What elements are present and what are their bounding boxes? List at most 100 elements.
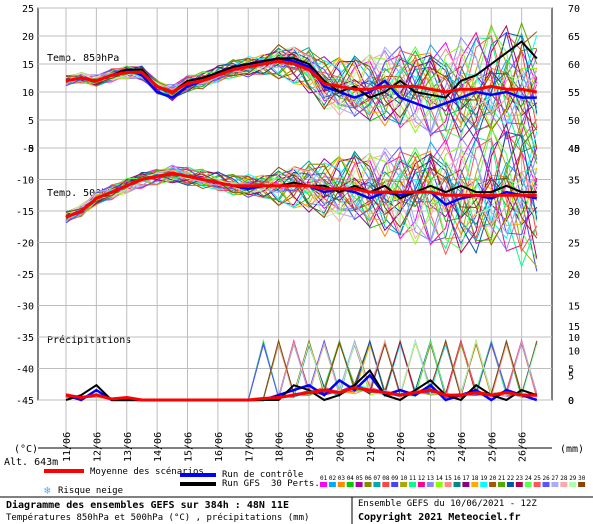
legend-snow-label: Risque neige: [58, 486, 123, 496]
left-tick-label: 10: [22, 88, 34, 99]
t850-mean-line: [65, 59, 538, 94]
precip-right-tick-label: 10: [568, 347, 580, 358]
panel-500-label: Temp. 500hPa: [47, 188, 119, 199]
pert-number-label: 14: [436, 475, 444, 482]
left-tick-label: 5: [28, 116, 34, 127]
pert-number-label: 28: [560, 475, 568, 482]
pert-color-swatch: [373, 482, 381, 487]
left-tick-label: -5: [22, 144, 34, 155]
pert-number-label: 18: [471, 475, 479, 482]
ensemble-member-19-line: [65, 131, 538, 240]
pert-color-swatch: [320, 482, 327, 487]
pert-number-label: 23: [516, 475, 524, 482]
snowflake-icon: ❄: [44, 484, 51, 497]
ensemble-member-23-line: [65, 122, 538, 259]
left-tick-label: -15: [16, 207, 34, 218]
ensemble-member-26-line: [65, 136, 538, 243]
left-tick-label: 20: [22, 32, 34, 43]
pert-number-label: 30: [578, 475, 586, 482]
left-tick-label: -40: [16, 365, 34, 376]
right-tick-label: 10: [568, 333, 580, 344]
pert-color-swatch: [328, 482, 336, 487]
right-tick-label: 60: [568, 60, 580, 71]
date-tick-label: 18/06: [275, 432, 286, 462]
t500-mean-line: [65, 171, 537, 219]
date-tick-label: 15/06: [184, 432, 195, 462]
right-tick-label: 25: [568, 239, 580, 250]
pert-color-swatch: [426, 482, 434, 487]
date-tick-label: 21/06: [366, 432, 377, 462]
pert-color-swatch: [578, 482, 586, 487]
date-tick-label: 11/06: [62, 432, 73, 462]
left-tick-label: 0: [28, 144, 34, 155]
pert-number-label: 05: [356, 475, 364, 482]
pert-color-swatch: [515, 482, 523, 487]
pert-number-label: 17: [462, 475, 470, 482]
left-tick-label: -25: [16, 270, 34, 281]
pert-color-swatch: [533, 482, 541, 487]
pert-number-label: 08: [382, 475, 390, 482]
date-tick-label: 22/06: [396, 432, 407, 462]
pert-color-swatch: [551, 482, 559, 487]
pert-color-swatch: [417, 482, 425, 487]
left-axis-unit: (°C): [14, 444, 38, 455]
date-tick-label: 19/06: [305, 432, 316, 462]
right-tick-label: 35: [568, 176, 580, 187]
right-axis-unit: (mm): [560, 444, 584, 455]
date-tick-label: 25/06: [487, 432, 498, 462]
ensemble-member-30-line: [65, 155, 538, 239]
date-tick-label: 16/06: [214, 432, 225, 462]
precip-right-tick-label: 0: [568, 396, 574, 407]
right-tick-label: 30: [568, 207, 580, 218]
date-tick-label: 24/06: [457, 432, 468, 462]
footer-title-line1: Diagramme des ensembles GEFS sur 384h : …: [6, 499, 289, 511]
pert-number-label: 25: [534, 475, 542, 482]
date-tick-label: 26/06: [518, 432, 529, 462]
left-tick-label: 15: [22, 60, 34, 71]
altitude-label: Alt. 643m: [4, 457, 58, 468]
t850-gfs-run-line: [65, 40, 538, 99]
footer-title-line2: Températures 850hPa et 500hPa (°C) , pré…: [6, 512, 309, 523]
pert-number-label: 01: [320, 475, 328, 482]
panel-precip-label: Précipitations: [47, 334, 131, 346]
legend: Moyenne des scénarios Run de contrôle Ru…: [44, 466, 586, 497]
pert-number-label: 22: [507, 475, 515, 482]
right-tick-label: 50: [568, 116, 580, 127]
right-tick-label: 5: [568, 365, 574, 376]
pert-number-label: 24: [525, 475, 533, 482]
pert-color-swatch: [498, 482, 505, 487]
right-tick-label: 70: [568, 4, 580, 15]
pert-number-label: 16: [454, 475, 462, 482]
pert-number-label: 13: [427, 475, 435, 482]
right-tick-label: 65: [568, 32, 580, 43]
pert-color-swatch: [409, 482, 416, 487]
footer: Diagramme des ensembles GEFS sur 384h : …: [0, 496, 593, 524]
perturbation-legend: 01 02 03 04 05 06 07 08 09 10 11 12 13 14 15 16 17 18 19 20…: [320, 475, 586, 487]
pert-color-swatch: [506, 482, 514, 487]
pert-color-swatch: [364, 482, 372, 487]
pert-color-swatch: [560, 482, 568, 487]
pert-number-label: 26: [543, 475, 551, 482]
pert-number-label: 27: [551, 475, 559, 482]
pert-number-label: 07: [373, 475, 381, 482]
pert-color-swatch: [444, 482, 452, 487]
legend-gfs-label: Run GFS: [222, 479, 260, 489]
precip-right-tick-label: 5: [568, 371, 574, 382]
pert-number-label: 02: [329, 475, 337, 482]
pert-color-swatch: [400, 482, 408, 487]
left-tick-label: -30: [16, 302, 34, 313]
pert-number-label: 20: [489, 475, 497, 482]
pert-number-label: 19: [480, 475, 488, 482]
footer-ensemble-line: Ensemble GEFS du 10/06/2021 - 12Z: [358, 499, 537, 509]
pert-number-label: 04: [347, 475, 355, 482]
pert-color-swatch: [524, 482, 532, 487]
footer-copyright: Copyright 2021 Meteociel.fr: [358, 511, 521, 523]
pert-color-swatch: [355, 482, 363, 487]
precip-mean-line: [65, 386, 537, 402]
pert-color-swatch: [569, 482, 577, 487]
pert-number-label: 21: [498, 475, 506, 482]
date-tick-label: 13/06: [123, 432, 134, 462]
pert-number-label: 15: [445, 475, 453, 482]
date-tick-label: 12/06: [92, 432, 103, 462]
